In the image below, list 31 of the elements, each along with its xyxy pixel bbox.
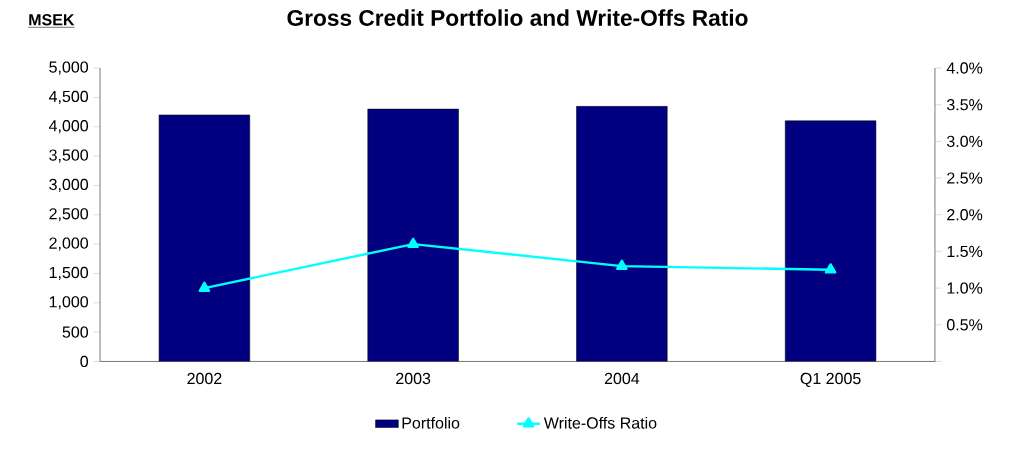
x-tick-label: 2002 [187, 372, 222, 384]
y-axis-title: MSEK [29, 13, 75, 26]
x-tick-label: 2003 [396, 372, 431, 384]
y-tick-label: 0 [80, 355, 89, 367]
y-tick-label: 1,500 [49, 266, 89, 280]
point [407, 237, 419, 248]
y-tick-label: 2,500 [49, 207, 89, 222]
legend-label: Write-Offs Ratio [543, 416, 657, 429]
y2-tick-label: 0.5% [946, 318, 983, 331]
y2-tick-label: 3.5% [946, 98, 983, 111]
x-tick-label: 2004 [604, 372, 640, 384]
y-tick-label: 4,500 [48, 90, 89, 104]
y2-tick-label: 2.0% [947, 208, 983, 221]
y-tick-label: 5,000 [49, 61, 89, 75]
y-tick-label: 3,500 [49, 149, 89, 163]
point [824, 262, 837, 274]
y2-tick-label: 1.5% [947, 245, 983, 257]
y2-tick-label: 1.0% [947, 282, 983, 294]
y-tick-label: 1,000 [49, 295, 89, 310]
y2-tick-label: 4.0% [946, 62, 983, 74]
y2-tick-label: 3.0% [946, 135, 983, 147]
y2-tick-label: 2.5% [947, 172, 983, 184]
y-tick-label: 2,000 [49, 237, 89, 251]
x-tick-label: Q1 2005 [800, 372, 861, 387]
chart-title: Gross Credit Portfolio and Write-Offs Ratio [287, 9, 748, 26]
point [198, 281, 211, 292]
y-tick-label: 3,000 [49, 178, 89, 192]
point [616, 259, 628, 270]
y-tick-label: 500 [62, 326, 89, 338]
y-tick-label: 4,000 [48, 119, 89, 134]
legend-label: Portfolio [402, 416, 460, 429]
